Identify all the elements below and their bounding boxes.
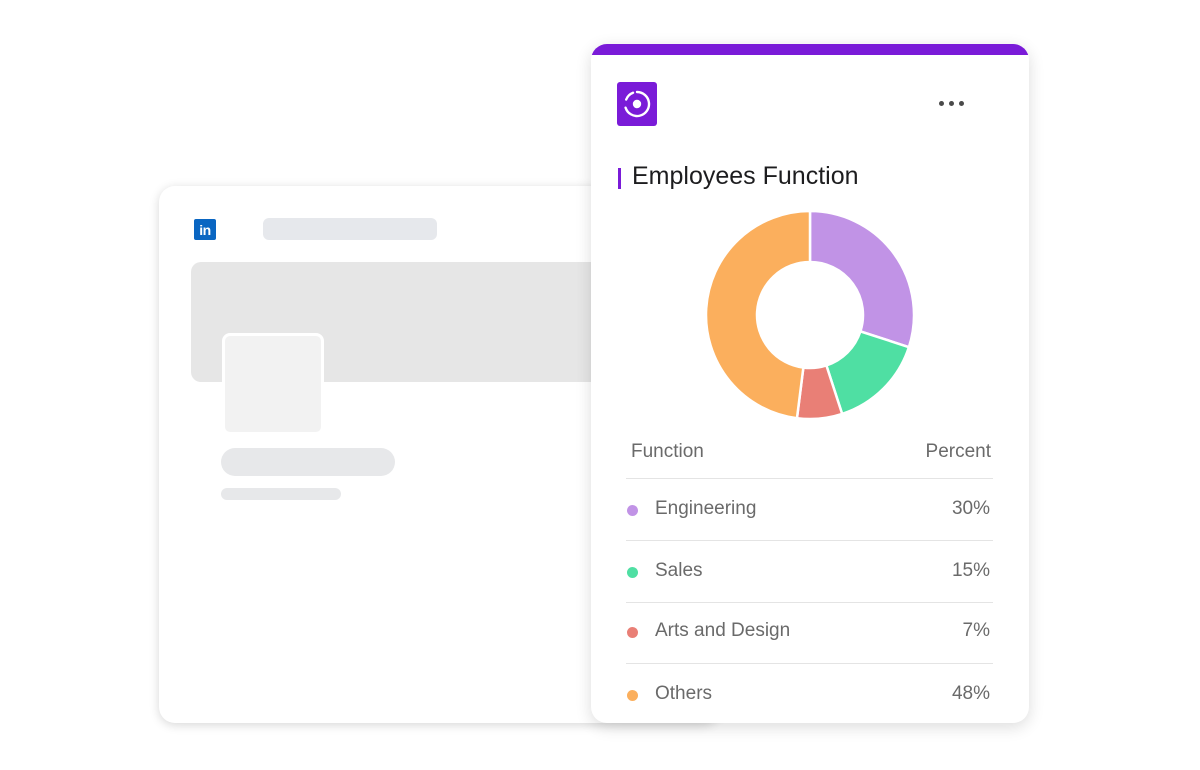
donut-slice-others [704, 209, 812, 420]
table-row: Arts and Design 7% [626, 618, 993, 648]
table-row: Others 48% [626, 681, 993, 711]
widget-title: Employees Function [632, 162, 859, 190]
percent-header: Percent [925, 441, 991, 462]
legend-dot [627, 690, 638, 701]
percent-value: 48% [951, 683, 990, 704]
placeholder-avatar [222, 333, 324, 435]
employees-function-widget: Employees Function Function Percent Engi… [591, 44, 1029, 723]
function-header: Function [631, 441, 704, 462]
more-horizontal-icon[interactable] [931, 94, 971, 112]
title-accent-bar [618, 168, 621, 189]
linkedin-icon: in [194, 219, 216, 240]
donut-chart [704, 209, 916, 421]
legend-dot [627, 505, 638, 516]
legend-dot [627, 567, 638, 578]
percent-value: 7% [962, 620, 990, 641]
legend-dot [627, 627, 638, 638]
divider [626, 478, 993, 479]
function-label: Sales [655, 560, 703, 581]
table-row: Sales 15% [626, 558, 993, 588]
placeholder-name [221, 448, 395, 476]
divider [626, 540, 993, 541]
function-label: Arts and Design [655, 620, 791, 641]
placeholder-title [263, 218, 437, 240]
percent-value: 15% [951, 560, 990, 581]
table-header: Function Percent [626, 441, 991, 463]
widget-accent-bar [591, 44, 1029, 55]
function-label: Engineering [655, 498, 757, 519]
divider [626, 602, 993, 603]
percent-value: 30% [951, 498, 990, 519]
table-row: Engineering 30% [626, 496, 993, 526]
target-icon [617, 82, 657, 126]
divider [626, 663, 993, 664]
donut-slice-engineering [808, 209, 916, 349]
function-label: Others [655, 683, 713, 704]
placeholder-subtitle [221, 488, 341, 500]
